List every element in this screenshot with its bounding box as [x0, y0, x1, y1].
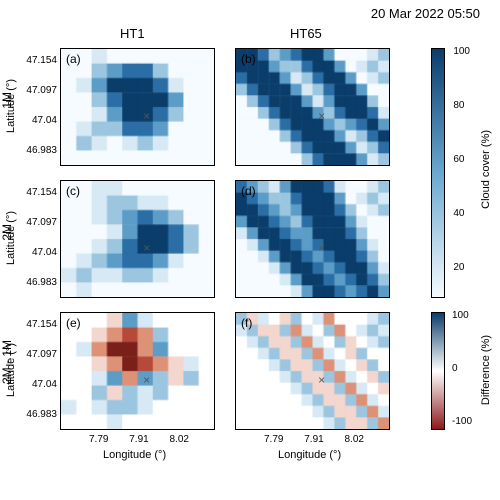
panel-c-canvas [61, 181, 214, 297]
panel-d: (d) × [235, 180, 390, 298]
marker-icon: × [143, 373, 150, 387]
xlabel-f: Longitude (°) [278, 449, 341, 461]
marker-icon: × [318, 109, 325, 123]
col2-title: HT65 [290, 26, 322, 41]
panel-c-label: (c) [66, 184, 80, 198]
ylabel-a: Latitude (°) [5, 79, 17, 133]
colorbar-diff-label: Difference (%) [480, 335, 492, 405]
title-date: 20 Mar 2022 05:50 [371, 6, 480, 21]
panel-f-label: (f) [241, 316, 252, 330]
panel-d-canvas [236, 181, 389, 297]
ylabel-c: Latitude (°) [5, 211, 17, 265]
panel-b-label: (b) [241, 52, 256, 66]
marker-icon: × [143, 109, 150, 123]
panel-a-label: (a) [66, 52, 81, 66]
panel-e-canvas [61, 313, 214, 429]
panel-e: (e) × 47.154 47.097 47.04 46.983 Latitud… [60, 312, 215, 430]
xticks-e: 7.79 7.91 8.02 [89, 434, 207, 445]
marker-icon: × [318, 373, 325, 387]
marker-icon: × [318, 241, 325, 255]
panel-a-canvas [61, 49, 214, 165]
panel-f: (f) × 7.79 7.91 8.02 Longitude (°) [235, 312, 390, 430]
xticks-f: 7.79 7.91 8.02 [264, 434, 382, 445]
panel-a: (a) × 47.154 47.097 47.04 46.983 Latitud… [60, 48, 215, 166]
xlabel-e: Longitude (°) [103, 449, 166, 461]
panel-b: (b) × [235, 48, 390, 166]
panel-grid: HT1 HT65 1M 2M 2M - 1M (a) × 47.154 47.0… [60, 30, 390, 460]
yticks-e: 47.154 47.097 47.04 46.983 [17, 316, 57, 424]
yticks-a: 47.154 47.097 47.04 46.983 [17, 52, 57, 160]
panel-e-label: (e) [66, 316, 81, 330]
panel-c: (c) × 47.154 47.097 47.04 46.983 Latitud… [60, 180, 215, 298]
colorbar-cloud-ticks: 100 80 60 40 20 [453, 44, 470, 276]
panel-f-canvas [236, 313, 389, 429]
yticks-c: 47.154 47.097 47.04 46.983 [17, 184, 57, 292]
marker-icon: × [143, 241, 150, 255]
colorbar-diff [431, 312, 445, 430]
col1-title: HT1 [120, 26, 145, 41]
panel-d-label: (d) [241, 184, 256, 198]
ylabel-e: Latitude (°) [5, 343, 17, 397]
panel-b-canvas [236, 49, 389, 165]
colorbar-cloud-label: Cloud cover (%) [480, 130, 492, 209]
colorbar-cloud [431, 48, 445, 298]
colorbar-diff-ticks: 100 0 -100 [452, 308, 472, 430]
